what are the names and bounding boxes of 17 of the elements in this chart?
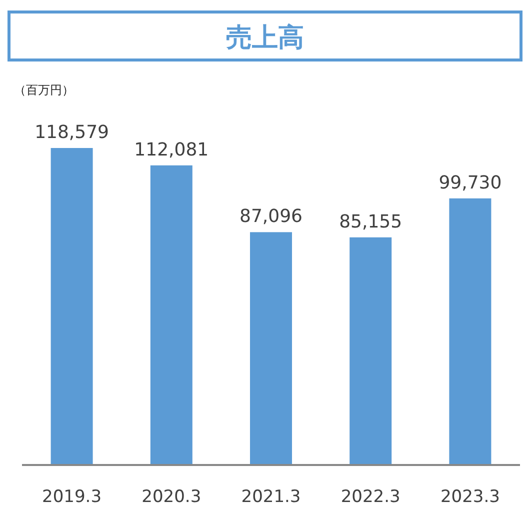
- x-tick-label: 2019.3: [42, 487, 102, 507]
- y-axis-title: （百万円）: [14, 83, 74, 97]
- data-label: 85,155: [339, 211, 402, 232]
- data-label: 87,096: [240, 206, 302, 228]
- chart-title: 売上高: [226, 23, 304, 53]
- bar: [150, 165, 192, 465]
- x-tick-label: 2020.3: [142, 487, 202, 507]
- data-label: 99,730: [438, 172, 502, 194]
- bar: [250, 232, 292, 465]
- data-label: 118,579: [34, 122, 110, 143]
- x-tick-label: 2022.3: [340, 487, 400, 507]
- data-label: 112,081: [134, 139, 209, 160]
- x-tick-label: 2023.3: [440, 487, 500, 507]
- x-tick-label: 2021.3: [241, 487, 301, 507]
- bar: [449, 198, 492, 465]
- bar: [350, 237, 392, 465]
- bar: [50, 148, 93, 465]
